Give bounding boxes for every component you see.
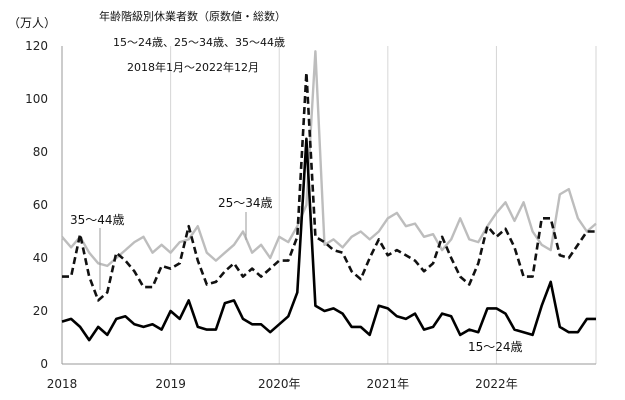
axes [61,46,596,365]
annotation-label-2: 15～24歳 [468,340,523,354]
series-line-1 [62,71,596,302]
series-line-2 [61,137,596,342]
y-axis-label: （万人） [8,16,56,30]
annotation-label-1: 25～34歳 [218,196,273,210]
x-tick-2020年: 2020年 [258,377,301,391]
chart-subtitle-series: 15～24歳、25～34歳、35～44歳 [113,36,285,49]
y-tick-labels: 0 20 40 60 80 100 120 [25,39,48,371]
x-tick-2021年: 2021年 [367,377,410,391]
x-tick-2019: 2019 [155,377,186,391]
chart-title: 年齢階級別休業者数（原数値・総数） [99,9,286,23]
y-tick-20: 20 [33,304,48,318]
annotations: 35～44歳 25～34歳 15～24歳 [70,196,523,354]
series-lines [61,50,597,342]
x-tick-2018: 2018 [47,377,78,391]
chart-subtitle-period: 2018年1月～2022年12月 [127,60,259,74]
y-tick-40: 40 [33,251,48,265]
y-tick-120: 120 [25,39,48,53]
y-tick-60: 60 [33,198,48,212]
y-tick-0: 0 [40,357,48,371]
series-line-0 [61,50,597,268]
annotation-label-0: 35～44歳 [70,213,125,227]
x-tick-labels: 2018 2019 2020年 2021年 2022年 [47,377,518,391]
x-tick-2022年: 2022年 [475,377,518,391]
y-tick-80: 80 [33,145,48,159]
y-tick-100: 100 [25,92,48,106]
